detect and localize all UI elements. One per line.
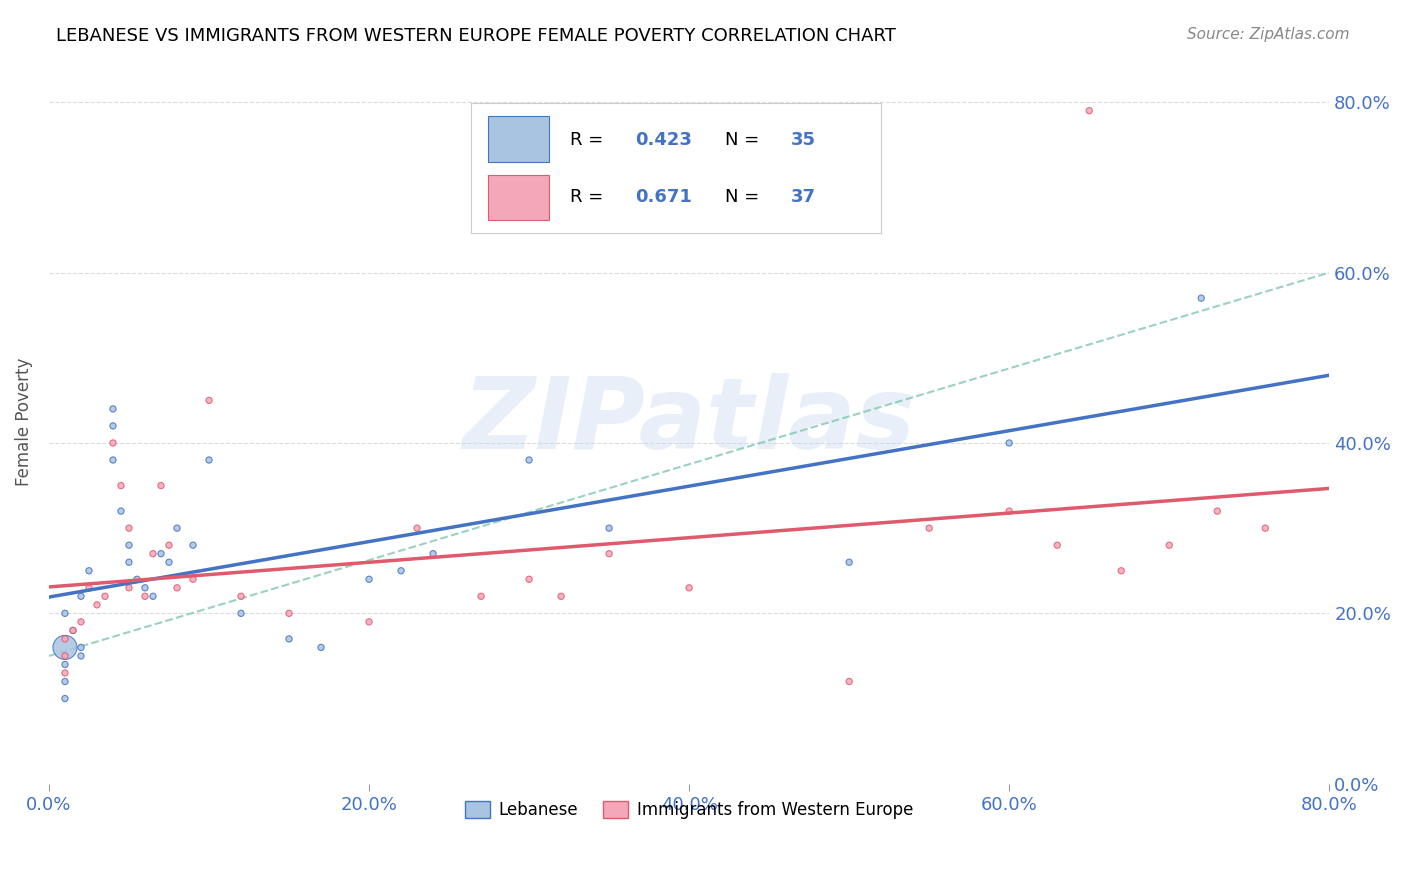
Point [422,547,444,561]
Point [70,640,93,655]
Point [278,607,301,621]
Point [101,436,124,450]
Point [1206,504,1229,518]
Point [598,521,620,535]
Point [1109,564,1132,578]
Point [1078,103,1101,118]
Point [118,581,141,595]
Point [53,648,76,663]
Point [125,572,148,586]
Point [70,590,93,604]
Point [53,657,76,672]
Point [62,624,84,638]
Point [998,504,1021,518]
Point [678,581,700,595]
Legend: Lebanese, Immigrants from Western Europe: Lebanese, Immigrants from Western Europe [458,795,920,826]
Point [229,590,252,604]
Point [150,478,173,492]
Text: ZIPatlas: ZIPatlas [463,373,915,470]
Point [142,547,165,561]
Point [357,572,380,586]
Point [101,453,124,467]
Y-axis label: Female Poverty: Female Poverty [15,358,32,486]
Point [389,564,412,578]
Point [150,547,173,561]
Point [101,401,124,416]
Point [70,648,93,663]
Point [53,691,76,706]
Point [53,640,76,655]
Point [70,615,93,629]
Point [53,632,76,646]
Point [110,478,132,492]
Point [598,547,620,561]
Point [157,538,180,552]
Point [94,590,117,604]
Point [118,538,141,552]
Point [53,674,76,689]
Point [1046,538,1069,552]
Point [278,632,301,646]
Point [198,393,221,408]
Point [118,521,141,535]
Point [517,453,540,467]
Point [77,581,100,595]
Point [110,504,132,518]
Point [229,607,252,621]
Point [357,615,380,629]
Point [550,590,572,604]
Text: Source: ZipAtlas.com: Source: ZipAtlas.com [1187,27,1350,42]
Point [134,590,156,604]
Point [53,607,76,621]
Point [62,624,84,638]
Point [166,581,188,595]
Point [1254,521,1277,535]
Point [1159,538,1181,552]
Point [53,665,76,680]
Point [157,555,180,569]
Point [198,453,221,467]
Point [838,674,860,689]
Point [86,598,108,612]
Point [142,590,165,604]
Point [134,581,156,595]
Point [838,555,860,569]
Point [166,521,188,535]
Point [517,572,540,586]
Point [118,555,141,569]
Point [181,538,204,552]
Point [101,418,124,433]
Text: LEBANESE VS IMMIGRANTS FROM WESTERN EUROPE FEMALE POVERTY CORRELATION CHART: LEBANESE VS IMMIGRANTS FROM WESTERN EURO… [56,27,896,45]
Point [1189,291,1212,305]
Point [406,521,429,535]
Point [181,572,204,586]
Point [470,590,492,604]
Point [309,640,332,655]
Point [918,521,941,535]
Point [77,564,100,578]
Point [998,436,1021,450]
